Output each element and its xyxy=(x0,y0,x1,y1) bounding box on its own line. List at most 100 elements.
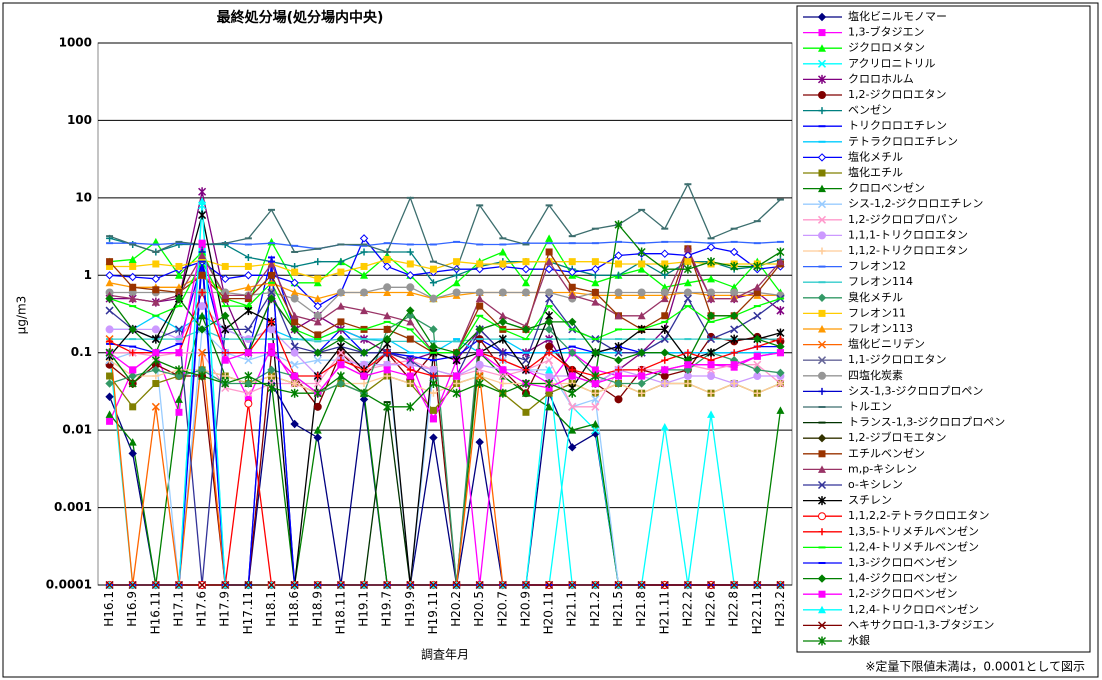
marker xyxy=(817,200,827,209)
chart-title: 最終処分場(処分場内中央) xyxy=(217,9,384,26)
marker xyxy=(290,294,299,303)
marker xyxy=(545,365,554,374)
marker xyxy=(314,372,322,380)
marker xyxy=(151,580,160,590)
marker xyxy=(406,306,415,315)
x-tick-label: H17.11 xyxy=(241,591,255,634)
marker xyxy=(336,379,346,388)
marker xyxy=(453,380,461,388)
marker xyxy=(268,318,275,326)
legend-label: ベンゼン xyxy=(848,104,892,117)
marker xyxy=(817,480,827,490)
marker xyxy=(290,311,299,320)
marker xyxy=(313,278,322,287)
marker xyxy=(290,580,299,590)
marker xyxy=(707,389,715,397)
marker xyxy=(429,406,437,414)
legend-label: o-キシレン xyxy=(848,478,903,491)
marker xyxy=(267,383,276,393)
note: ※定量下限値未満は，0.0001として図示 xyxy=(865,659,1085,674)
marker xyxy=(568,443,577,452)
marker xyxy=(615,271,622,279)
marker xyxy=(818,231,826,240)
marker xyxy=(221,240,229,248)
x-tick-label: H18.11 xyxy=(333,591,347,634)
marker xyxy=(452,355,461,365)
marker xyxy=(452,278,461,287)
marker xyxy=(684,349,692,357)
marker xyxy=(591,420,600,428)
y-tick-label: 10 xyxy=(75,190,92,204)
marker xyxy=(637,265,646,273)
marker xyxy=(818,44,826,52)
marker xyxy=(336,371,345,381)
marker xyxy=(244,291,253,299)
x-tick-label: H21.1 xyxy=(565,591,579,627)
marker xyxy=(707,361,715,369)
marker xyxy=(521,379,530,389)
marker xyxy=(406,372,414,380)
marker xyxy=(660,283,669,291)
marker xyxy=(706,311,716,320)
marker xyxy=(151,402,160,411)
marker xyxy=(544,317,554,327)
marker xyxy=(707,335,716,344)
marker xyxy=(568,283,576,291)
marker xyxy=(105,410,114,418)
marker xyxy=(660,348,669,357)
marker xyxy=(151,298,160,306)
marker xyxy=(591,580,600,590)
marker xyxy=(429,342,438,351)
marker xyxy=(291,268,299,276)
marker xyxy=(730,283,739,291)
marker xyxy=(128,325,137,334)
marker xyxy=(360,388,369,398)
marker xyxy=(383,311,392,320)
marker xyxy=(175,408,183,416)
marker xyxy=(336,342,345,352)
marker xyxy=(707,580,716,590)
marker xyxy=(475,371,484,381)
marker xyxy=(661,356,669,364)
marker xyxy=(753,389,761,397)
x-tick-label: H22.8 xyxy=(727,591,741,627)
marker xyxy=(545,356,554,365)
marker xyxy=(817,433,827,443)
marker xyxy=(568,267,577,277)
legend-label: スチレン xyxy=(848,494,892,507)
marker xyxy=(683,264,692,274)
marker xyxy=(568,317,577,327)
marker xyxy=(359,234,369,243)
marker xyxy=(452,348,461,357)
marker xyxy=(817,215,827,224)
marker xyxy=(452,388,461,398)
marker xyxy=(383,402,392,412)
marker xyxy=(818,512,826,521)
marker xyxy=(105,271,114,280)
marker xyxy=(614,220,623,230)
marker xyxy=(818,371,826,380)
series-line xyxy=(109,297,781,361)
marker xyxy=(475,294,484,303)
x-tick-label: H23.2 xyxy=(773,591,787,627)
marker xyxy=(753,352,761,360)
marker xyxy=(313,580,322,590)
marker xyxy=(406,356,415,365)
marker xyxy=(221,291,230,299)
legend-label: 1,2-ジクロロベンゼン xyxy=(848,587,957,600)
marker xyxy=(817,12,827,22)
marker xyxy=(198,187,207,197)
marker xyxy=(268,271,275,279)
marker xyxy=(776,349,784,357)
marker xyxy=(568,258,576,266)
x-tick-label: H22.2 xyxy=(680,591,694,627)
marker xyxy=(360,248,368,256)
marker xyxy=(545,349,553,357)
marker xyxy=(244,306,253,316)
marker xyxy=(429,379,438,389)
marker xyxy=(429,415,437,423)
marker xyxy=(174,271,183,279)
marker xyxy=(198,197,207,205)
marker xyxy=(313,426,322,434)
